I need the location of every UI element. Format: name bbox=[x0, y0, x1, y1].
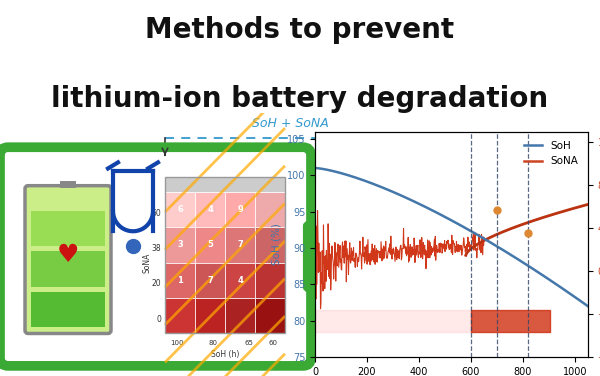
SoNA bbox=[584, 202, 592, 207]
SoNA bbox=[547, 213, 554, 218]
Text: Methods to prevent: Methods to prevent bbox=[145, 16, 455, 44]
SoH bbox=[422, 205, 429, 209]
Bar bbox=[165, 298, 195, 334]
Bar bbox=[225, 262, 255, 298]
SoNA bbox=[533, 217, 540, 222]
Text: 3: 3 bbox=[177, 240, 183, 249]
Bar bbox=[225, 227, 255, 262]
SoH bbox=[311, 166, 319, 170]
Bar bbox=[255, 227, 285, 262]
Bar bbox=[31, 211, 105, 246]
Line: SoH: SoH bbox=[315, 168, 588, 306]
Bar bbox=[195, 298, 225, 334]
Text: 4: 4 bbox=[207, 205, 213, 214]
SoNA bbox=[513, 224, 520, 229]
Bar bbox=[165, 177, 285, 334]
SoNA bbox=[580, 203, 587, 208]
Bar bbox=[195, 192, 225, 227]
Bar bbox=[195, 262, 225, 298]
Bar bbox=[225, 298, 255, 334]
Text: 80: 80 bbox=[209, 340, 218, 346]
Text: 38: 38 bbox=[151, 244, 161, 253]
SoH bbox=[431, 209, 439, 214]
Text: 1: 1 bbox=[177, 276, 183, 285]
Text: 20: 20 bbox=[151, 279, 161, 288]
Bar bbox=[165, 227, 195, 262]
Bar bbox=[31, 252, 105, 287]
Text: 7: 7 bbox=[237, 240, 243, 249]
Bar bbox=[255, 192, 285, 227]
Text: SoH (h): SoH (h) bbox=[211, 350, 239, 359]
Bar bbox=[225, 192, 255, 227]
SoH bbox=[339, 171, 346, 176]
Bar bbox=[165, 177, 285, 192]
Line: SoNA: SoNA bbox=[466, 205, 588, 255]
FancyBboxPatch shape bbox=[0, 147, 311, 366]
Text: 50: 50 bbox=[151, 209, 161, 218]
Y-axis label: SoH (%): SoH (%) bbox=[271, 223, 281, 265]
Text: 7: 7 bbox=[207, 276, 213, 285]
Text: 100: 100 bbox=[170, 340, 184, 346]
Text: 9: 9 bbox=[237, 205, 243, 214]
Text: SoNA: SoNA bbox=[143, 252, 151, 273]
Text: ♥: ♥ bbox=[57, 243, 79, 267]
SoH bbox=[529, 267, 536, 271]
Bar bbox=[255, 262, 285, 298]
SoH bbox=[499, 247, 506, 252]
SoNA bbox=[511, 225, 518, 229]
SoNA bbox=[462, 253, 469, 258]
Text: 4: 4 bbox=[237, 276, 243, 285]
Bar bbox=[195, 227, 225, 262]
Bar bbox=[60, 180, 76, 188]
Bar bbox=[165, 262, 195, 298]
Text: 0: 0 bbox=[156, 315, 161, 324]
SoH bbox=[584, 304, 592, 309]
Bar bbox=[165, 192, 195, 227]
Text: 65: 65 bbox=[245, 340, 253, 346]
Bar bbox=[31, 292, 105, 327]
Text: SoH + SoNA: SoH + SoNA bbox=[251, 117, 328, 130]
Bar bbox=[255, 298, 285, 334]
FancyBboxPatch shape bbox=[25, 186, 111, 334]
Bar bbox=[315, 310, 470, 332]
Legend: SoH, SoNA: SoH, SoNA bbox=[520, 137, 583, 170]
Text: 5: 5 bbox=[207, 240, 213, 249]
SoNA bbox=[482, 237, 490, 242]
FancyBboxPatch shape bbox=[305, 223, 329, 290]
Bar bbox=[470, 310, 550, 332]
Text: 6: 6 bbox=[177, 205, 183, 214]
Text: 60: 60 bbox=[269, 340, 277, 346]
Text: lithium-ion battery degradation: lithium-ion battery degradation bbox=[52, 85, 548, 113]
SoH bbox=[524, 263, 532, 268]
